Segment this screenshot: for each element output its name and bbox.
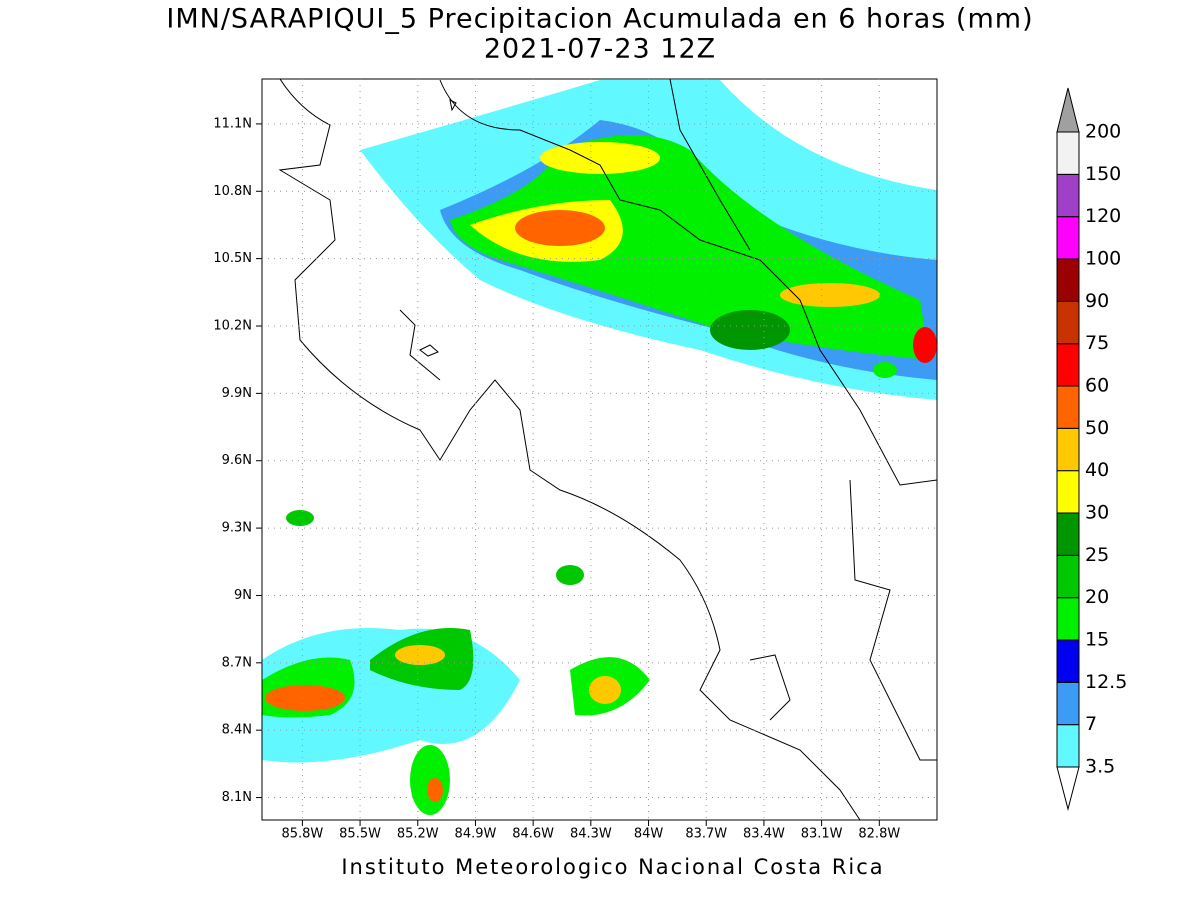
colorbar-label: 120: [1085, 205, 1121, 227]
colorbar-over: [1056, 87, 1080, 133]
y-tick-label: 11.1N: [213, 116, 252, 131]
colorbar-label: 90: [1085, 290, 1109, 312]
colorbar-label: 75: [1085, 332, 1109, 354]
x-tick-label: 83.4W: [743, 827, 785, 842]
y-tick-label: 10.2N: [213, 319, 252, 334]
colorbar-box: [1056, 216, 1080, 260]
y-tick-label: 9N: [234, 588, 252, 603]
colorbar-label: 200: [1085, 121, 1121, 143]
x-tick-label: 82.8W: [858, 827, 900, 842]
x-tick-label: 83.7W: [685, 827, 727, 842]
colorbar-label: 40: [1085, 459, 1109, 481]
colorbar-box: [1056, 300, 1080, 345]
x-tick-label: 85.8W: [281, 827, 323, 842]
coastlines: [278, 79, 937, 820]
colorbar-box: [1056, 512, 1080, 556]
map-frame: [261, 78, 938, 821]
colorbar-label: 15: [1085, 629, 1109, 651]
colorbar-label: 7: [1085, 713, 1097, 735]
colorbar-box: [1056, 385, 1080, 429]
colorbar-label: 25: [1085, 544, 1109, 566]
y-tick-label: 10.5N: [213, 251, 252, 266]
colorbar-box: [1056, 724, 1080, 768]
precipitation-field: [262, 80, 937, 815]
colorbar-label: 12.5: [1085, 671, 1127, 693]
x-tick-label: 83.1W: [801, 827, 843, 842]
colorbar-label: 60: [1085, 375, 1109, 397]
x-tick-label: 85.2W: [397, 827, 439, 842]
colorbar-box: [1056, 173, 1080, 218]
colorbar-under: [1056, 766, 1080, 811]
colorbar-label: 20: [1085, 586, 1109, 608]
y-tick-label: 8.7N: [222, 655, 252, 670]
colorbar-label: 100: [1085, 248, 1121, 270]
y-tick-label: 10.8N: [213, 184, 252, 199]
colorbar-box: [1056, 681, 1080, 726]
x-tick-label: 84W: [634, 827, 664, 842]
colorbar-label: 50: [1085, 417, 1109, 439]
y-tick-label: 9.3N: [222, 521, 252, 536]
colorbar-label: 30: [1085, 502, 1109, 524]
x-tick-label: 85.5W: [339, 827, 381, 842]
footer: Instituto Meteorologico Nacional Costa R…: [341, 855, 884, 879]
y-tick-label: 8.4N: [222, 723, 252, 738]
y-tick-label: 8.1N: [222, 790, 252, 805]
x-tick-label: 84.9W: [455, 827, 497, 842]
x-tick-label: 84.3W: [570, 827, 612, 842]
colorbar-box: [1056, 427, 1080, 472]
colorbar-box: [1056, 639, 1080, 683]
colorbar-label: 150: [1085, 163, 1121, 185]
colorbar-box: [1056, 554, 1080, 599]
colorbar-box: [1056, 131, 1080, 175]
y-tick-label: 9.6N: [222, 453, 252, 468]
colorbar-box: [1056, 343, 1080, 387]
colorbar-box: [1056, 258, 1080, 302]
title: IMN/SARAPIQUI_5 Precipitacion Acumulada …: [166, 4, 1033, 35]
colorbar-label: 3.5: [1085, 756, 1115, 778]
x-tick-label: 84.6W: [512, 827, 554, 842]
y-tick-label: 9.9N: [222, 386, 252, 401]
colorbar-box: [1056, 597, 1080, 641]
subtitle: 2021-07-23 12Z: [484, 34, 716, 65]
colorbar-box: [1056, 470, 1080, 514]
